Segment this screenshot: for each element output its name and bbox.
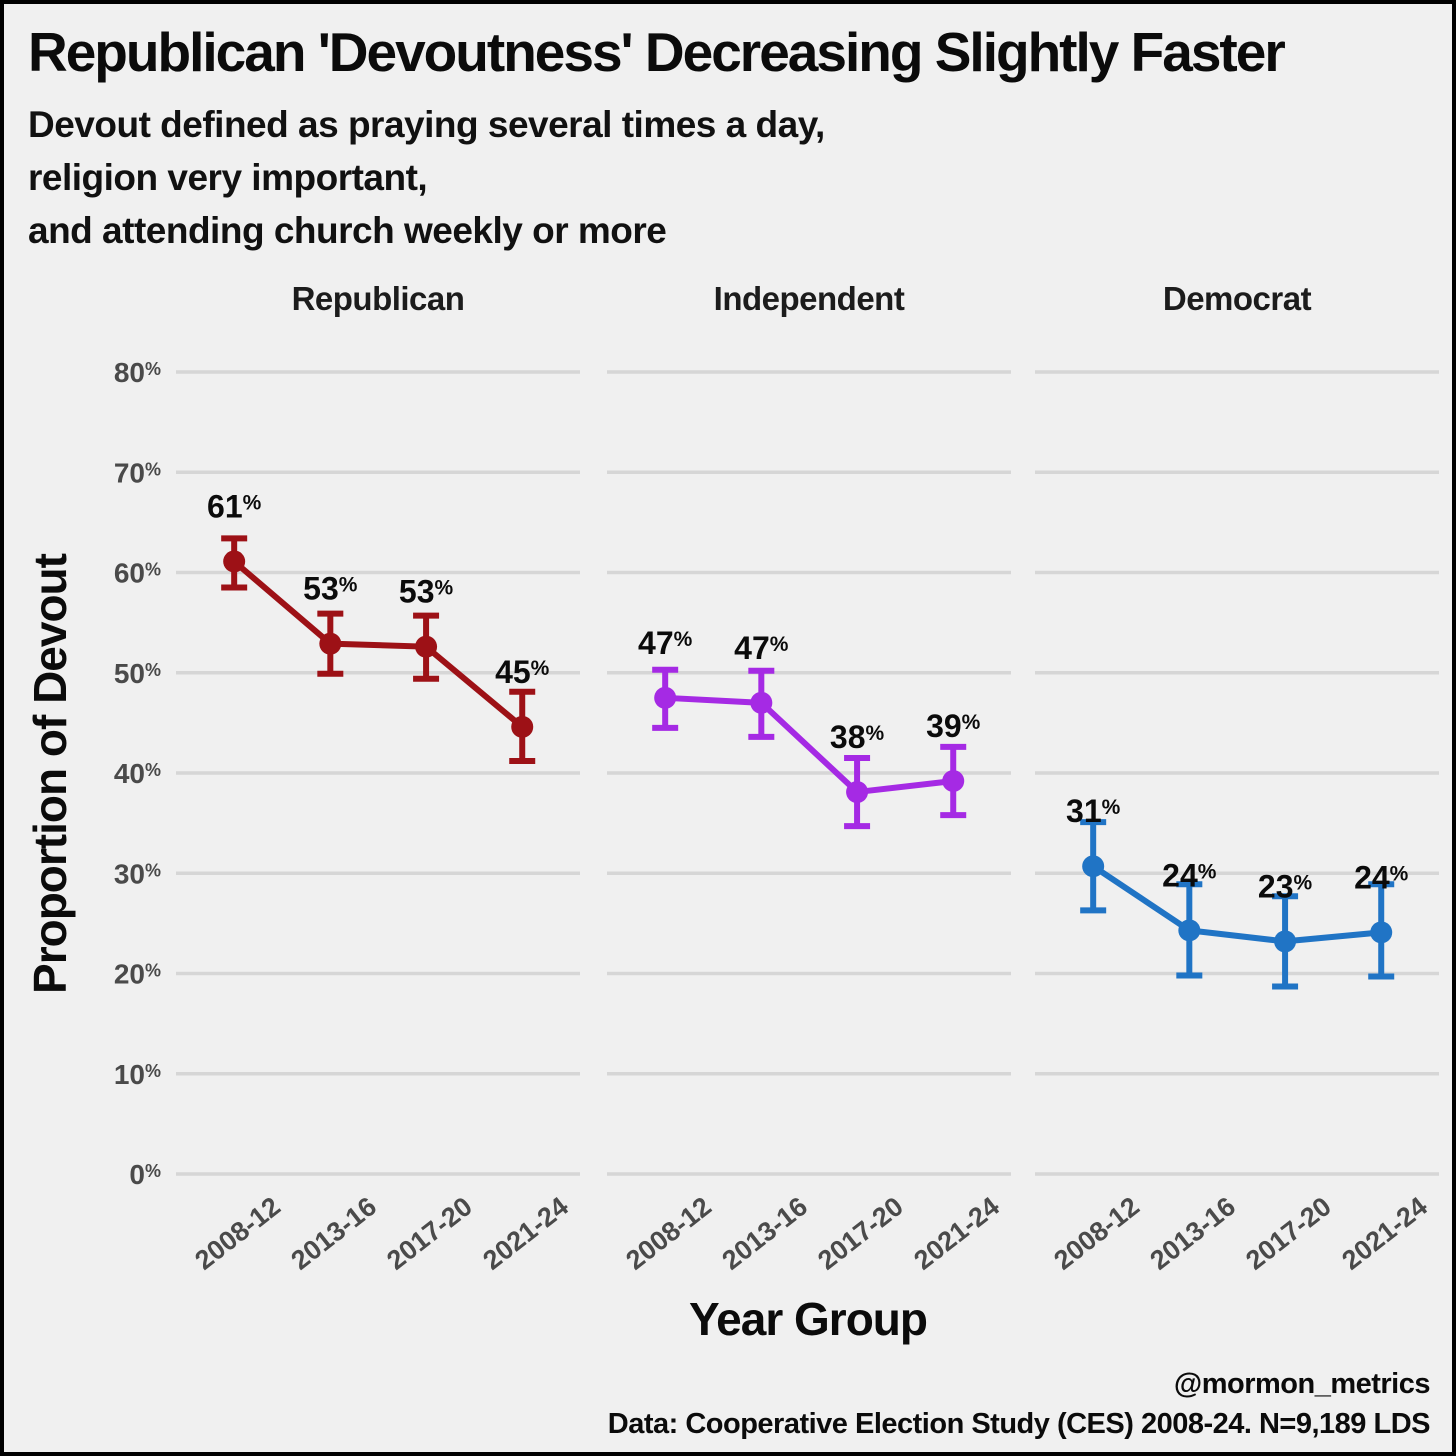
chart-title: Republican 'Devoutness' Decreasing Sligh… xyxy=(28,21,1286,83)
x-axis-title: Year Group xyxy=(689,1293,928,1345)
facet-title: Independent xyxy=(714,280,905,317)
data-point xyxy=(846,781,869,804)
data-point xyxy=(511,715,534,738)
point-value-label: 24% xyxy=(1354,859,1409,895)
x-tick-label: 2008-12 xyxy=(620,1191,717,1276)
x-tick-label: 2021-24 xyxy=(477,1191,574,1276)
point-value-label: 39% xyxy=(926,708,981,744)
point-value-label: 47% xyxy=(734,630,789,666)
series-line xyxy=(232,559,525,730)
facet-title: Democrat xyxy=(1163,280,1312,317)
point-value-label: 45% xyxy=(495,654,550,690)
series-line xyxy=(665,694,954,796)
y-tick-label: 0% xyxy=(129,1159,161,1190)
chart-subtitle: Devout defined as praying several times … xyxy=(28,104,825,251)
data-point xyxy=(1082,855,1105,878)
x-tick-label: 2017-20 xyxy=(812,1191,909,1276)
x-tick-label: 2013-16 xyxy=(1144,1191,1241,1276)
x-tick-label: 2021-24 xyxy=(1336,1191,1433,1276)
y-tick-label: 70% xyxy=(114,457,161,488)
y-tick-label: 60% xyxy=(114,558,161,589)
data-point xyxy=(1178,919,1201,942)
series-line xyxy=(1091,863,1382,945)
data-point xyxy=(750,691,773,714)
y-tick-label: 30% xyxy=(114,858,161,889)
x-tick-label: 2013-16 xyxy=(285,1191,382,1276)
y-tick-label: 80% xyxy=(114,357,161,388)
x-tick-label: 2008-12 xyxy=(189,1191,286,1276)
data-point xyxy=(654,686,677,709)
x-tick-label: 2013-16 xyxy=(716,1191,813,1276)
y-tick-label: 40% xyxy=(114,758,161,789)
point-value-label: 38% xyxy=(830,719,885,755)
caption-source: Data: Cooperative Election Study (CES) 2… xyxy=(607,1408,1431,1440)
y-tick-label: 50% xyxy=(114,658,161,689)
point-value-label: 53% xyxy=(399,574,454,610)
data-point xyxy=(942,770,965,793)
y-tick-label: 20% xyxy=(114,959,161,990)
caption-handle: @mormon_metrics xyxy=(1173,1368,1431,1400)
point-value-label: 24% xyxy=(1162,857,1217,893)
x-tick-label: 2017-20 xyxy=(381,1191,478,1276)
facet-title: Republican xyxy=(292,280,465,317)
point-value-label: 53% xyxy=(303,571,358,607)
y-tick-label: 10% xyxy=(114,1059,161,1090)
y-axis-ticks: 0% 10% 20% 30% 40% 50% 60% 70% 80% xyxy=(114,357,161,1190)
x-tick-label: 2021-24 xyxy=(908,1191,1005,1276)
panel-republican: Republican 2008-12 2013-16 2017-20 2021-24 61… xyxy=(176,280,580,1276)
caption-block: @mormon_metrics Data: Cooperative Electi… xyxy=(607,1364,1431,1444)
data-point xyxy=(223,550,246,573)
data-point xyxy=(1274,930,1297,953)
data-point xyxy=(415,635,438,658)
data-point xyxy=(1370,921,1393,944)
data-point xyxy=(319,632,342,655)
faceted-line-chart: 0% 10% 20% 30% 40% 50% 60% 70% 80% Republican 2008… xyxy=(114,280,1439,1276)
point-value-label: 23% xyxy=(1258,868,1313,904)
point-value-label: 31% xyxy=(1066,793,1121,829)
point-value-label: 47% xyxy=(638,625,693,661)
x-tick-label: 2017-20 xyxy=(1240,1191,1337,1276)
panel-independent: Independent 2008-12 2013-16 2017-20 2021-24 4… xyxy=(607,280,1011,1276)
point-value-label: 61% xyxy=(207,488,262,524)
panel-democrat: Democrat 2008-12 2013-16 2017-20 2021-24 31% 2… xyxy=(1035,280,1439,1276)
x-tick-label: 2008-12 xyxy=(1048,1191,1145,1276)
